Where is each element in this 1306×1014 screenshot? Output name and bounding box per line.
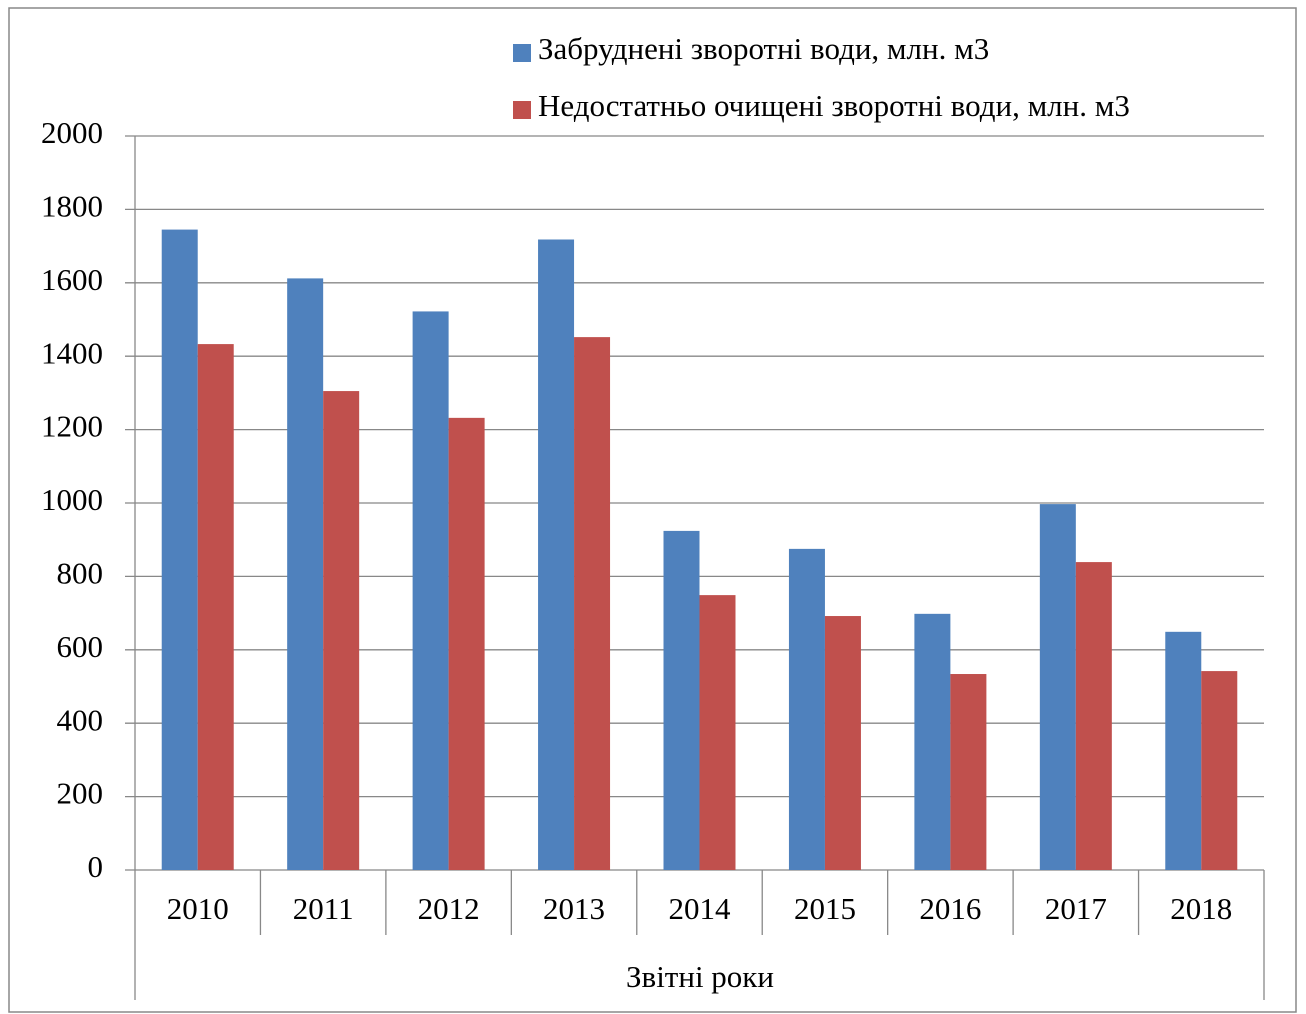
x-tick-label: 2015 bbox=[794, 891, 856, 926]
y-tick-label: 800 bbox=[57, 556, 104, 591]
x-tick-label: 2013 bbox=[543, 891, 605, 926]
bar bbox=[538, 239, 575, 870]
bar bbox=[287, 278, 324, 870]
y-tick-label: 200 bbox=[57, 776, 104, 811]
bar bbox=[788, 548, 825, 870]
y-tick-label: 400 bbox=[57, 702, 104, 737]
bar bbox=[950, 674, 987, 870]
x-tick-label: 2012 bbox=[418, 891, 480, 926]
x-tick-label: 2017 bbox=[1045, 891, 1107, 926]
bar bbox=[914, 613, 951, 870]
y-tick-label: 2000 bbox=[41, 115, 103, 150]
y-tick-label: 600 bbox=[57, 629, 104, 664]
bar bbox=[197, 344, 234, 870]
bar bbox=[323, 391, 360, 870]
y-tick-label: 0 bbox=[88, 849, 104, 884]
y-tick-label: 1800 bbox=[41, 189, 103, 224]
legend-label: Недостатньо очищені зворотні води, млн. … bbox=[538, 88, 1130, 123]
bar bbox=[574, 337, 611, 871]
x-tick-label: 2011 bbox=[293, 891, 354, 926]
bar bbox=[1201, 671, 1238, 870]
x-tick-label: 2018 bbox=[1170, 891, 1232, 926]
bar bbox=[161, 229, 198, 870]
bar bbox=[1165, 631, 1202, 870]
x-tick-label: 2014 bbox=[669, 891, 732, 926]
bar bbox=[824, 616, 861, 870]
y-tick-label: 1600 bbox=[41, 262, 103, 297]
x-tick-label: 2010 bbox=[167, 891, 229, 926]
bar bbox=[1039, 504, 1076, 870]
bar bbox=[699, 595, 736, 870]
legend-swatch bbox=[513, 44, 531, 62]
bar bbox=[663, 530, 700, 870]
y-tick-label: 1000 bbox=[41, 482, 103, 517]
legend-swatch bbox=[513, 101, 531, 119]
bar bbox=[1075, 562, 1112, 870]
y-tick-label: 1200 bbox=[41, 409, 103, 444]
x-axis-title: Звітні роки bbox=[626, 959, 774, 994]
x-tick-label: 2016 bbox=[919, 891, 981, 926]
bar bbox=[412, 311, 449, 870]
y-tick-label: 1400 bbox=[41, 335, 103, 370]
bar bbox=[448, 417, 485, 870]
legend-label: Забруднені зворотні води, млн. м3 bbox=[538, 31, 989, 66]
